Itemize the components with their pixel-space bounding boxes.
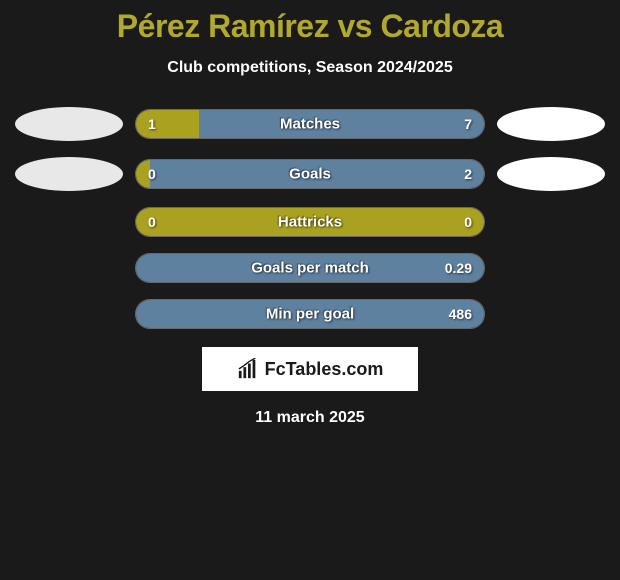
comparison-row: Goals per match 0.29 <box>0 253 620 283</box>
stat-value-left: 1 <box>148 116 156 132</box>
comparison-infographic: Pérez Ramírez vs Cardoza Club competitio… <box>0 0 620 427</box>
bar-segment-left <box>136 110 199 138</box>
comparison-row: Goals 0 2 <box>0 157 620 191</box>
comparison-row: Hattricks 0 0 <box>0 207 620 237</box>
subtitle: Club competitions, Season 2024/2025 <box>0 59 620 77</box>
team-badge-left <box>15 157 123 191</box>
stat-value-right: 486 <box>449 306 472 322</box>
stat-value-right: 0.29 <box>445 260 472 276</box>
stat-label: Goals <box>289 166 331 183</box>
source-logo: FcTables.com <box>202 347 418 391</box>
stat-bar: Hattricks 0 0 <box>135 207 485 237</box>
stat-bar: Matches 1 7 <box>135 109 485 139</box>
stat-label: Hattricks <box>278 214 342 231</box>
stat-bar: Min per goal 486 <box>135 299 485 329</box>
comparison-row: Min per goal 486 <box>0 299 620 329</box>
stat-label: Min per goal <box>266 306 354 323</box>
stat-value-left: 0 <box>148 214 156 230</box>
logo-text: FcTables.com <box>265 359 384 380</box>
team-badge-right <box>497 157 605 191</box>
comparison-row: Matches 1 7 <box>0 107 620 141</box>
stat-label: Goals per match <box>251 260 369 277</box>
date-text: 11 march 2025 <box>0 409 620 427</box>
stat-value-right: 0 <box>464 214 472 230</box>
team-badge-left <box>15 107 123 141</box>
stat-bar: Goals per match 0.29 <box>135 253 485 283</box>
team-badge-right <box>497 107 605 141</box>
stat-bar: Goals 0 2 <box>135 159 485 189</box>
stat-label: Matches <box>280 116 340 133</box>
bar-segment-right <box>199 110 484 138</box>
stat-value-right: 7 <box>464 116 472 132</box>
chart-icon <box>237 358 259 380</box>
stat-value-left: 0 <box>148 166 156 182</box>
comparison-rows: Matches 1 7 Goals 0 2 Hattricks 0 0 Goals per mat… <box>0 107 620 329</box>
stat-value-right: 2 <box>464 166 472 182</box>
page-title: Pérez Ramírez vs Cardoza <box>0 8 620 45</box>
